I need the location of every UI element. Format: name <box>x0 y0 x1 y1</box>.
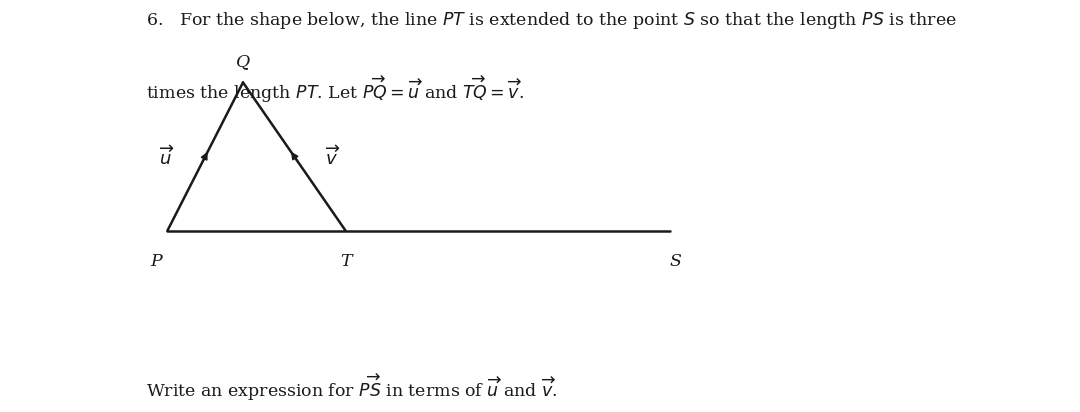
Text: T: T <box>340 253 351 270</box>
Text: P: P <box>151 253 162 270</box>
Text: $\overrightarrow{u}$: $\overrightarrow{u}$ <box>159 145 175 169</box>
Text: 6.   For the shape below, the line $PT$ is extended to the point $S$ so that the: 6. For the shape below, the line $PT$ is… <box>146 10 957 31</box>
Text: $\overrightarrow{v}$: $\overrightarrow{v}$ <box>325 145 340 169</box>
Text: S: S <box>670 253 680 270</box>
Text: Q: Q <box>235 53 251 70</box>
Text: times the length $PT$. Let $\overrightarrow{PQ} = \overrightarrow{u}$ and $\over: times the length $PT$. Let $\overrightar… <box>146 74 524 105</box>
Text: Write an expression for $\overrightarrow{PS}$ in terms of $\overrightarrow{u}$ a: Write an expression for $\overrightarrow… <box>146 373 557 403</box>
